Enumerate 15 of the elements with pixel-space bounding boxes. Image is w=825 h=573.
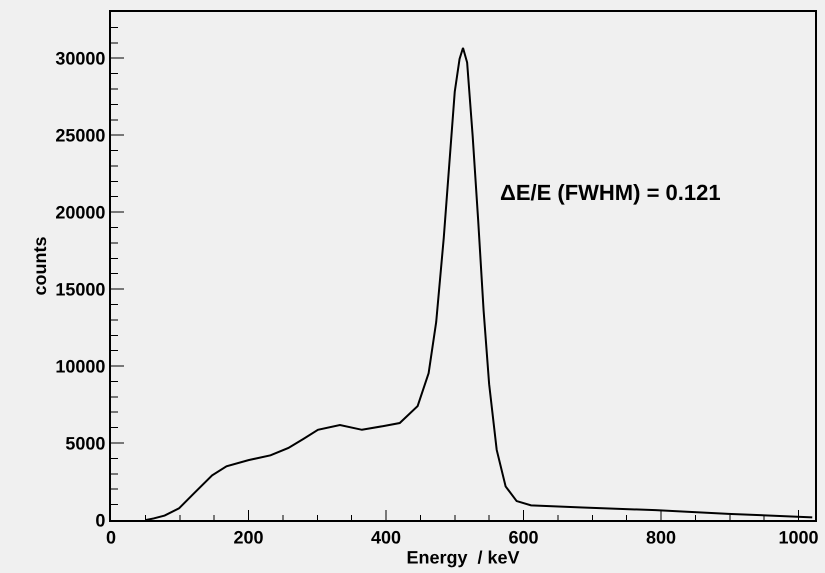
x-tick-label: 200: [233, 528, 264, 548]
y-tick-label: 20000: [55, 202, 106, 222]
y-tick-label: 5000: [65, 433, 106, 454]
annotation: ΔE/E (FWHM) = 0.121: [500, 180, 721, 205]
y-tick-label: 15000: [55, 279, 106, 300]
y-tick-label: 0: [95, 510, 106, 530]
x-tick-label: 800: [646, 528, 676, 548]
x-tick-label: 1000: [778, 528, 819, 548]
x-tick-label: 600: [508, 528, 539, 548]
x-axis-title: Energy / keV: [406, 548, 520, 568]
y-tick-label: 30000: [55, 48, 106, 68]
y-tick-label: 10000: [55, 356, 106, 376]
y-axis-title: counts: [30, 236, 50, 296]
x-tick-label: 400: [370, 528, 402, 548]
y-tick-label: 25000: [55, 125, 106, 146]
